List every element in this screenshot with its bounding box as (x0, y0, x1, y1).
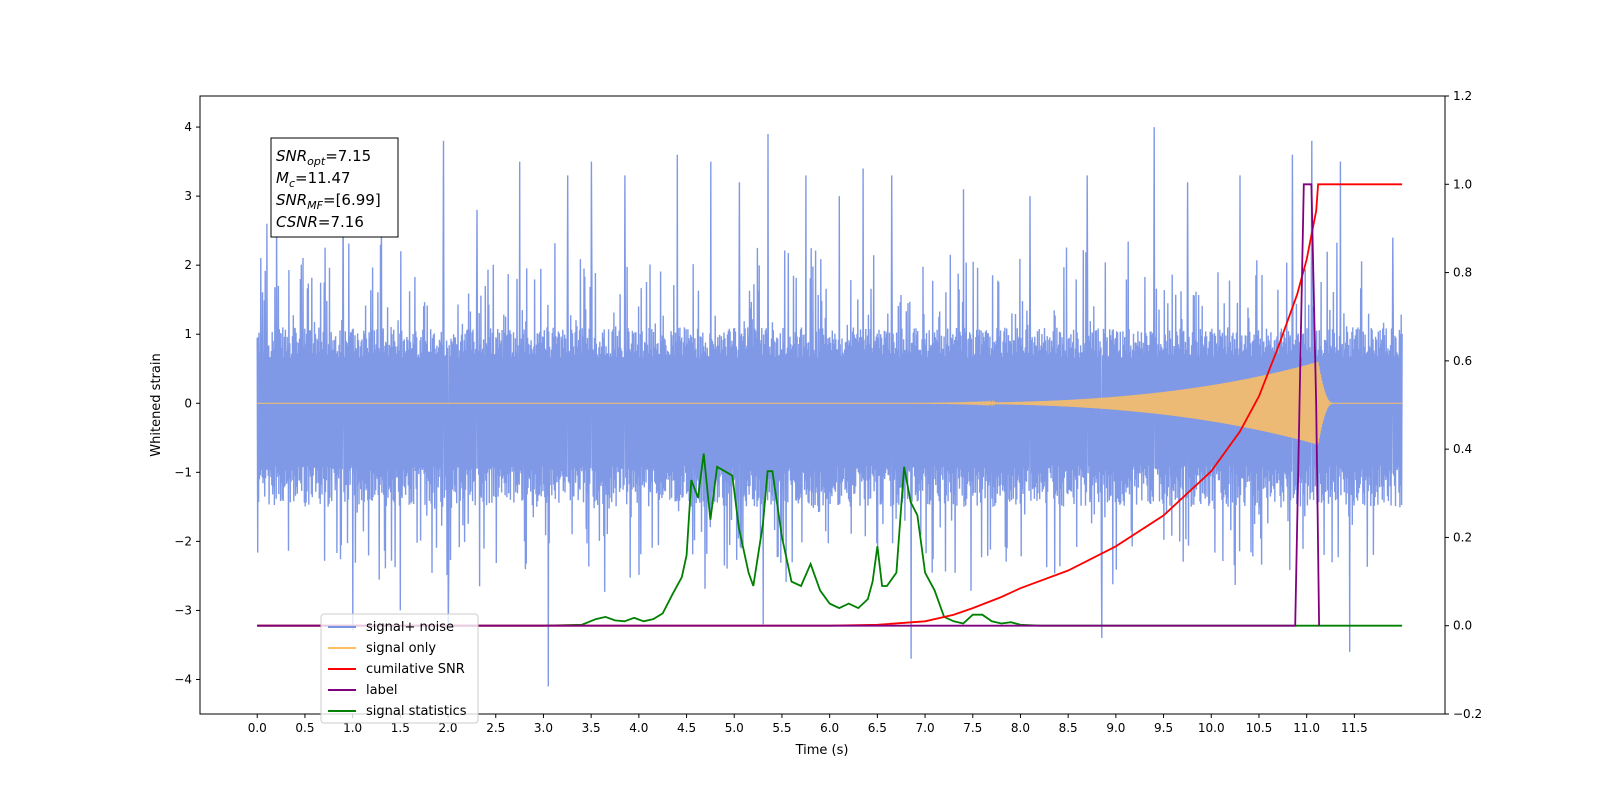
x-tick-label: 6.5 (868, 721, 887, 735)
x-tick-label: 2.0 (438, 721, 457, 735)
series-line-label (257, 183, 1320, 627)
y2-tick-label: 0.6 (1453, 354, 1472, 368)
y-tick-label: 0 (184, 396, 192, 410)
annotation-value: =[6.99] (323, 191, 381, 209)
x-tick-label: 9.5 (1154, 721, 1173, 735)
x-tick-label: 3.5 (582, 721, 601, 735)
x-tick-label: 3.0 (534, 721, 553, 735)
legend-frame (320, 613, 479, 724)
y-tick-label: 4 (184, 120, 192, 134)
legend-label: cumilative SNR (366, 662, 465, 677)
y-tick-label: 1 (184, 327, 192, 341)
annotation-symbol: SNR (276, 147, 307, 165)
x-tick-label: 4.0 (629, 721, 648, 735)
series-layer (256, 127, 1403, 687)
x-axis: 0.0 0.5 1.0 1.5 2.0 2.5 3.0 3.5 4.0 4.5 5.0 5.5 6.0 6… (248, 714, 1368, 735)
x-tick-label: 11.0 (1293, 721, 1320, 735)
series-line-signal-plus-noise (256, 127, 1403, 687)
annotation-line: SNRMF=[6.99] (276, 191, 381, 212)
x-tick-label: 5.5 (772, 721, 791, 735)
legend-label: signal only (366, 641, 436, 656)
y2-tick-label: 0.2 (1453, 530, 1472, 544)
x-axis-label: Time (s) (795, 743, 849, 758)
legend-label: signal+ noise (366, 620, 454, 635)
x-tick-label: 11.5 (1341, 721, 1368, 735)
x-tick-label: 1.5 (391, 721, 410, 735)
annotation-value: =7.16 (318, 213, 364, 231)
annotation-symbol: CSNR (276, 213, 318, 231)
x-tick-label: 0.5 (295, 721, 314, 735)
x-tick-label: 1.0 (343, 721, 362, 735)
y-tick-label: 2 (184, 258, 192, 272)
annotation-frame (270, 137, 399, 238)
y2-tick-label: 0.0 (1453, 619, 1472, 633)
x-tick-label: 5.0 (725, 721, 744, 735)
x-tick-label: 4.5 (677, 721, 696, 735)
annotation-subscript: opt (307, 155, 326, 168)
annotation-subscript: c (289, 177, 295, 190)
annotation-value: =11.47 (295, 169, 351, 187)
x-tick-label: 7.0 (916, 721, 935, 735)
series-line-signal-only (257, 361, 1403, 445)
legend: signal+ noise signal only cumilative SNR la… (320, 613, 479, 724)
x-tick-label: 8.5 (1059, 721, 1078, 735)
y-axis-right: −0.2 0.0 0.2 0.4 0.6 0.8 1.0 1.2 (1445, 89, 1482, 721)
y-tick-label: −1 (174, 465, 192, 479)
y-tick-label: −4 (174, 672, 192, 686)
series-line-cumulative-snr (257, 183, 1403, 627)
annotation-line: Mc=11.47 (276, 169, 351, 190)
y2-tick-label: −0.2 (1453, 707, 1482, 721)
x-tick-label: 0.0 (248, 721, 267, 735)
annotation-line: SNRopt=7.15 (276, 147, 371, 168)
y-axis-label: Whitened strain (149, 353, 164, 456)
legend-label: signal statistics (366, 704, 467, 719)
annotation-symbol: SNR (276, 191, 307, 209)
legend-entries: signal+ noise signal only cumilative SNR la… (328, 620, 467, 719)
y2-tick-label: 1.0 (1453, 177, 1472, 191)
y2-tick-label: 0.8 (1453, 266, 1472, 280)
x-tick-label: 9.0 (1106, 721, 1125, 735)
y-axis-left: −4 −3 −2 −1 0 1 2 3 4 (174, 120, 200, 686)
plot-frame (199, 95, 1446, 715)
y-tick-label: −3 (174, 603, 192, 617)
y-tick-label: 3 (184, 189, 192, 203)
annotation-value: =7.15 (325, 147, 371, 165)
x-tick-label: 10.5 (1246, 721, 1273, 735)
y2-tick-label: 1.2 (1453, 89, 1472, 103)
annotation-symbol: M (276, 169, 289, 187)
x-tick-label: 6.0 (820, 721, 839, 735)
y-tick-label: −2 (174, 534, 192, 548)
series-line-signal-statistics (257, 453, 1403, 627)
annotation-subscript: MF (307, 199, 323, 212)
x-tick-label: 7.5 (963, 721, 982, 735)
annotation-line: CSNR=7.16 (276, 213, 364, 231)
x-tick-label: 2.5 (486, 721, 505, 735)
y2-tick-label: 0.4 (1453, 442, 1472, 456)
x-tick-label: 10.0 (1198, 721, 1225, 735)
x-tick-label: 8.0 (1011, 721, 1030, 735)
legend-label: label (366, 683, 397, 698)
